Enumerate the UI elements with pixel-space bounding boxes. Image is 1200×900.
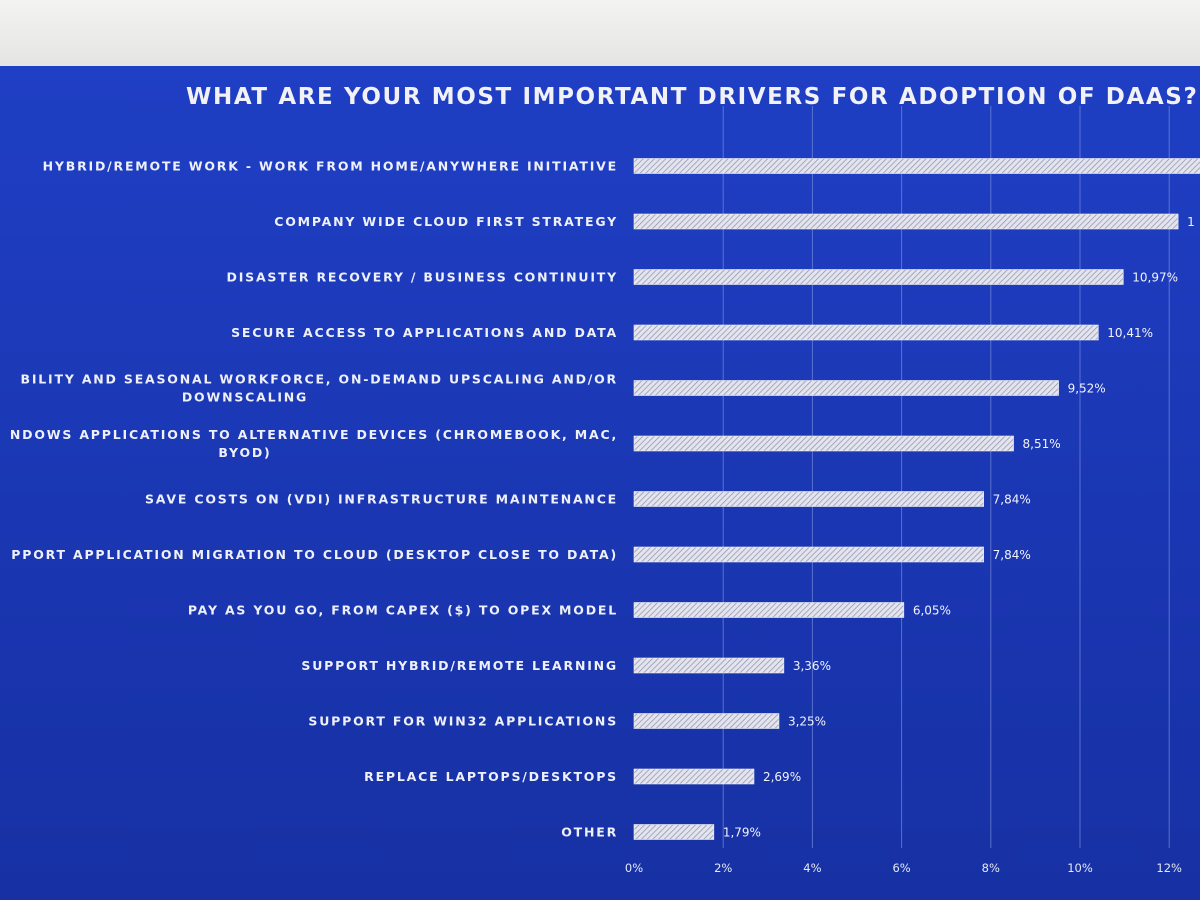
value-label: 6,05%	[913, 604, 951, 618]
bar	[633, 269, 1124, 285]
category-label: SUPPORT FOR WIN32 APPLICATIONS	[308, 714, 618, 729]
category-label: BYOD)	[218, 445, 271, 460]
slide: WHAT ARE YOUR MOST IMPORTANT DRIVERS FOR…	[0, 66, 1200, 900]
grid-layer	[722, 106, 1170, 848]
value-label: 10,41%	[1107, 326, 1153, 340]
bar	[633, 491, 984, 507]
category-label: DISASTER RECOVERY / BUSINESS CONTINUITY	[227, 270, 618, 285]
x-tick-label: 12%	[1156, 861, 1182, 875]
x-tick-label: 6%	[892, 861, 910, 875]
value-label: 1,79%	[723, 826, 761, 840]
x-tick-label: 0%	[625, 861, 643, 875]
category-label: OTHER	[561, 825, 618, 840]
bar	[633, 546, 984, 563]
category-label: SAVE COSTS ON (VDI) INFRASTRUCTURE MAINT…	[145, 492, 618, 507]
bar	[633, 213, 1179, 230]
bar	[633, 602, 905, 618]
bar	[633, 657, 785, 674]
category-label: NDOWS APPLICATIONS TO ALTERNATIVE DEVICE…	[10, 427, 618, 442]
bar	[633, 768, 755, 785]
value-label: 3,36%	[793, 659, 831, 673]
bar	[633, 824, 715, 840]
category-label: HYBRID/REMOTE WORK - WORK FROM HOME/ANYW…	[43, 159, 618, 174]
bar-layer	[633, 158, 1200, 840]
bar	[633, 435, 1014, 452]
value-label: 1	[1187, 215, 1195, 229]
category-label: SECURE ACCESS TO APPLICATIONS AND DATA	[231, 325, 618, 340]
chart-title: WHAT ARE YOUR MOST IMPORTANT DRIVERS FOR…	[186, 84, 1199, 110]
x-tick-label: 4%	[803, 861, 821, 875]
category-label: PPORT APPLICATION MIGRATION TO CLOUD (DE…	[11, 547, 618, 562]
bar	[633, 324, 1099, 341]
bar-chart: HYBRID/REMOTE WORK - WORK FROM HOME/ANYW…	[10, 106, 1200, 875]
category-label: COMPANY WIDE CLOUD FIRST STRATEGY	[274, 214, 618, 229]
category-label: PAY AS YOU GO, FROM CAPEX ($) TO OPEX MO…	[188, 603, 618, 618]
bar	[633, 380, 1059, 396]
value-label: 9,52%	[1068, 382, 1106, 396]
value-label: 2,69%	[763, 770, 801, 784]
wall-background	[0, 0, 1200, 70]
value-label: 7,84%	[993, 493, 1031, 507]
x-tick-label: 10%	[1067, 861, 1093, 875]
category-label: BILITY AND SEASONAL WORKFORCE, ON-DEMAND…	[21, 372, 619, 387]
value-label: 7,84%	[993, 548, 1031, 562]
category-label: SUPPORT HYBRID/REMOTE LEARNING	[301, 658, 618, 673]
x-axis-ticks: 0% 2% 4% 6% 8% 10% 12%	[625, 861, 1182, 875]
bar	[633, 713, 780, 729]
category-label: DOWNSCALING	[182, 390, 308, 405]
bar	[633, 158, 1200, 174]
label-layer: HYBRID/REMOTE WORK - WORK FROM HOME/ANYW…	[10, 159, 1195, 840]
value-label: 3,25%	[788, 715, 826, 729]
x-tick-label: 8%	[982, 861, 1000, 875]
value-label: 10,97%	[1132, 271, 1178, 285]
x-tick-label: 2%	[714, 861, 732, 875]
category-label: REPLACE LAPTOPS/DESKTOPS	[364, 769, 618, 784]
value-label: 8,51%	[1023, 437, 1061, 451]
